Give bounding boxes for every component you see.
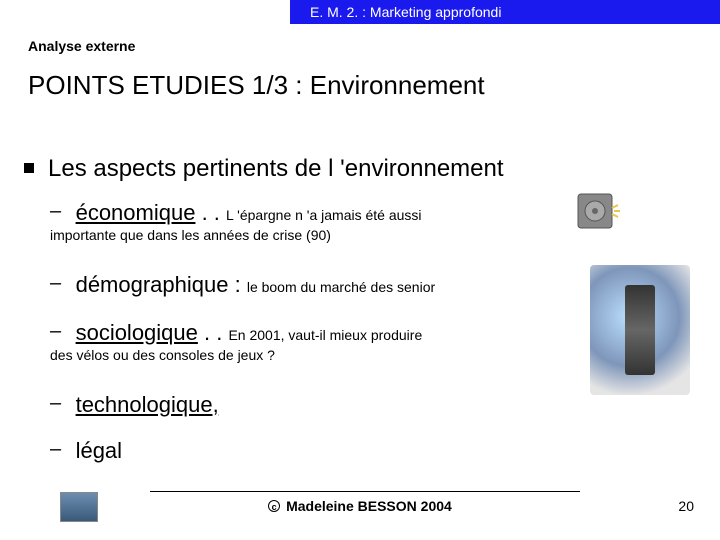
item-lead: légal xyxy=(76,438,122,463)
item-detail: le boom du marché des senior xyxy=(247,279,435,295)
header-bar: E. M. 2. : Marketing approfondi xyxy=(290,0,720,24)
main-bullet: Les aspects pertinents de l 'environneme… xyxy=(24,155,504,183)
item-wrap: des vélos ou des consoles de jeux ? xyxy=(50,346,580,364)
item-lead: économique xyxy=(76,200,196,225)
item-detail: En 2001, vaut-il mieux produire xyxy=(228,327,422,343)
course-label: E. M. 2. : Marketing approfondi xyxy=(310,4,501,20)
dash-icon: – xyxy=(50,272,61,295)
dash-icon: – xyxy=(50,200,61,223)
list-item: – légal xyxy=(50,438,580,464)
dash-icon: – xyxy=(50,392,61,415)
page-number: 20 xyxy=(678,498,694,514)
list-item: – sociologique . . En 2001, vaut-il mieu… xyxy=(50,320,580,364)
item-sep: . . xyxy=(198,320,229,345)
slide-title: POINTS ETUDIES 1/3 : Environnement xyxy=(28,70,485,101)
dash-icon: – xyxy=(50,438,61,461)
item-sep: . . xyxy=(195,200,226,225)
footer-author: c Madeleine BESSON 2004 xyxy=(0,498,720,514)
subheader: Analyse externe xyxy=(28,38,135,54)
item-lead: technologique, xyxy=(76,392,219,417)
computer-icon xyxy=(590,265,690,395)
copyright-icon: c xyxy=(268,500,280,512)
item-lead: démographique xyxy=(76,272,229,297)
item-detail: L 'épargne n 'a jamais été aussi xyxy=(226,207,422,223)
list-item: – démographique : le boom du marché des … xyxy=(50,272,580,298)
footer-divider xyxy=(150,491,580,492)
safe-icon xyxy=(576,190,620,234)
author-text: Madeleine BESSON 2004 xyxy=(286,498,452,514)
main-bullet-text: Les aspects pertinents de l 'environneme… xyxy=(48,155,504,182)
list-item: – technologique, xyxy=(50,392,580,418)
dash-icon: – xyxy=(50,320,61,343)
item-lead: sociologique xyxy=(76,320,198,345)
item-wrap: importante que dans les années de crise … xyxy=(50,226,580,244)
item-colon: : xyxy=(228,272,246,297)
list-item: – économique . . L 'épargne n 'a jamais … xyxy=(50,200,580,244)
square-bullet-icon xyxy=(24,163,34,173)
